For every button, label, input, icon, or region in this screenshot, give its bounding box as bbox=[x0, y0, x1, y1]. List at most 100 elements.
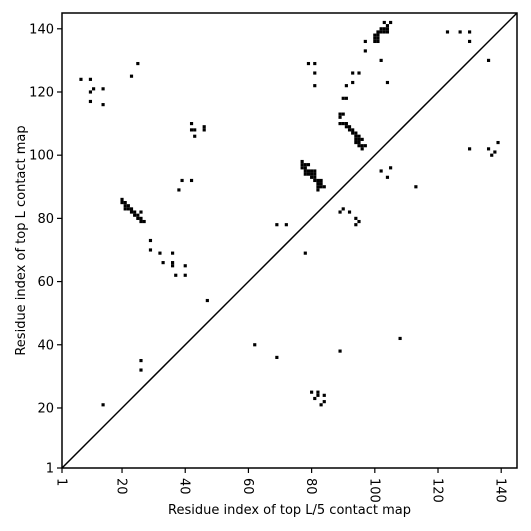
contact-point bbox=[133, 210, 137, 214]
contact-point bbox=[379, 30, 383, 34]
contact-point bbox=[123, 204, 127, 208]
contact-point bbox=[306, 169, 311, 173]
contact-point bbox=[161, 261, 165, 265]
contact-point bbox=[357, 140, 361, 145]
x-axis-label: Residue index of top L/5 contact map bbox=[168, 503, 411, 518]
contact-point bbox=[468, 39, 472, 44]
contact-point bbox=[351, 80, 355, 85]
contact-point bbox=[385, 27, 390, 31]
contact-point bbox=[126, 207, 130, 211]
contact-point bbox=[129, 210, 134, 214]
y-tick-label: 1 bbox=[46, 462, 54, 477]
contact-point bbox=[313, 61, 317, 66]
contact-point bbox=[357, 137, 361, 141]
contact-point bbox=[389, 166, 393, 170]
contact-point bbox=[88, 99, 93, 104]
x-tick-label: 100 bbox=[366, 478, 381, 503]
contact-point bbox=[303, 169, 307, 173]
contact-point bbox=[202, 128, 206, 132]
contact-point bbox=[316, 182, 320, 186]
contact-point bbox=[490, 153, 494, 157]
contact-point bbox=[322, 185, 326, 189]
x-tick-label: 140 bbox=[493, 478, 508, 503]
contact-point bbox=[101, 87, 105, 91]
contact-point bbox=[313, 169, 317, 173]
contact-point bbox=[344, 125, 348, 129]
contact-point bbox=[313, 71, 317, 75]
contact-point bbox=[310, 172, 314, 176]
contact-point bbox=[180, 178, 184, 183]
plot-frame bbox=[61, 12, 518, 469]
contact-point bbox=[379, 169, 383, 173]
x-tick-label: 120 bbox=[430, 478, 445, 503]
contact-point bbox=[177, 188, 181, 192]
contact-point bbox=[354, 137, 358, 141]
contact-point bbox=[379, 58, 383, 62]
contact-point bbox=[120, 197, 124, 201]
contact-points bbox=[79, 20, 500, 407]
contact-point bbox=[373, 36, 377, 40]
contact-point bbox=[139, 216, 143, 220]
contact-point bbox=[148, 248, 153, 252]
contact-point bbox=[351, 128, 355, 132]
y-tick-label: 140 bbox=[29, 22, 54, 37]
contact-point bbox=[398, 336, 402, 341]
contact-point bbox=[79, 77, 83, 81]
contact-point bbox=[300, 166, 304, 170]
contact-point bbox=[300, 159, 304, 164]
x-axis-ticks: 1 20 40 60 80 100 120 140 bbox=[54, 468, 508, 503]
contact-point bbox=[101, 403, 105, 407]
contact-point bbox=[341, 207, 345, 211]
contact-point bbox=[319, 182, 323, 186]
contact-point bbox=[354, 140, 358, 145]
contact-point bbox=[316, 390, 320, 394]
contact-point bbox=[205, 298, 209, 303]
contact-point bbox=[136, 216, 140, 220]
contact-point bbox=[351, 71, 355, 75]
y-tick-label: 60 bbox=[37, 275, 54, 290]
contact-point bbox=[189, 122, 194, 126]
contact-point bbox=[193, 128, 197, 132]
contact-point bbox=[183, 273, 187, 277]
contact-point bbox=[171, 251, 175, 255]
contact-point bbox=[306, 61, 311, 66]
contact-point bbox=[379, 27, 383, 31]
y-tick-label: 40 bbox=[37, 338, 54, 353]
contact-point bbox=[88, 77, 93, 81]
contact-point bbox=[357, 71, 361, 75]
contact-point bbox=[148, 238, 153, 243]
contact-point bbox=[313, 175, 317, 179]
contact-point bbox=[123, 207, 127, 211]
contact-point bbox=[171, 261, 175, 265]
contact-point bbox=[458, 30, 462, 34]
contact-point bbox=[360, 147, 364, 151]
contact-point bbox=[313, 172, 317, 176]
contact-point bbox=[306, 172, 311, 176]
contact-point bbox=[376, 36, 380, 40]
contact-point bbox=[142, 219, 146, 224]
contact-point bbox=[360, 137, 364, 141]
contact-point bbox=[344, 84, 348, 88]
contact-point bbox=[341, 112, 345, 116]
contact-point bbox=[341, 122, 345, 126]
contact-point bbox=[338, 115, 342, 119]
contact-point bbox=[316, 188, 320, 192]
contact-point bbox=[354, 134, 358, 138]
contact-point bbox=[414, 185, 418, 189]
contact-point bbox=[493, 150, 497, 154]
contact-point bbox=[382, 20, 386, 25]
contact-point bbox=[319, 178, 323, 183]
contact-point bbox=[316, 185, 320, 189]
contact-point bbox=[344, 96, 348, 100]
contact-point bbox=[351, 131, 355, 135]
contact-point bbox=[174, 273, 178, 277]
contact-point bbox=[341, 96, 345, 100]
contact-point bbox=[202, 125, 206, 129]
contact-point bbox=[136, 61, 140, 66]
contact-point bbox=[303, 166, 307, 170]
contact-point bbox=[486, 147, 491, 151]
contact-point bbox=[189, 178, 194, 183]
contact-point bbox=[92, 87, 96, 91]
contact-point bbox=[313, 84, 317, 88]
contact-point bbox=[373, 33, 377, 37]
